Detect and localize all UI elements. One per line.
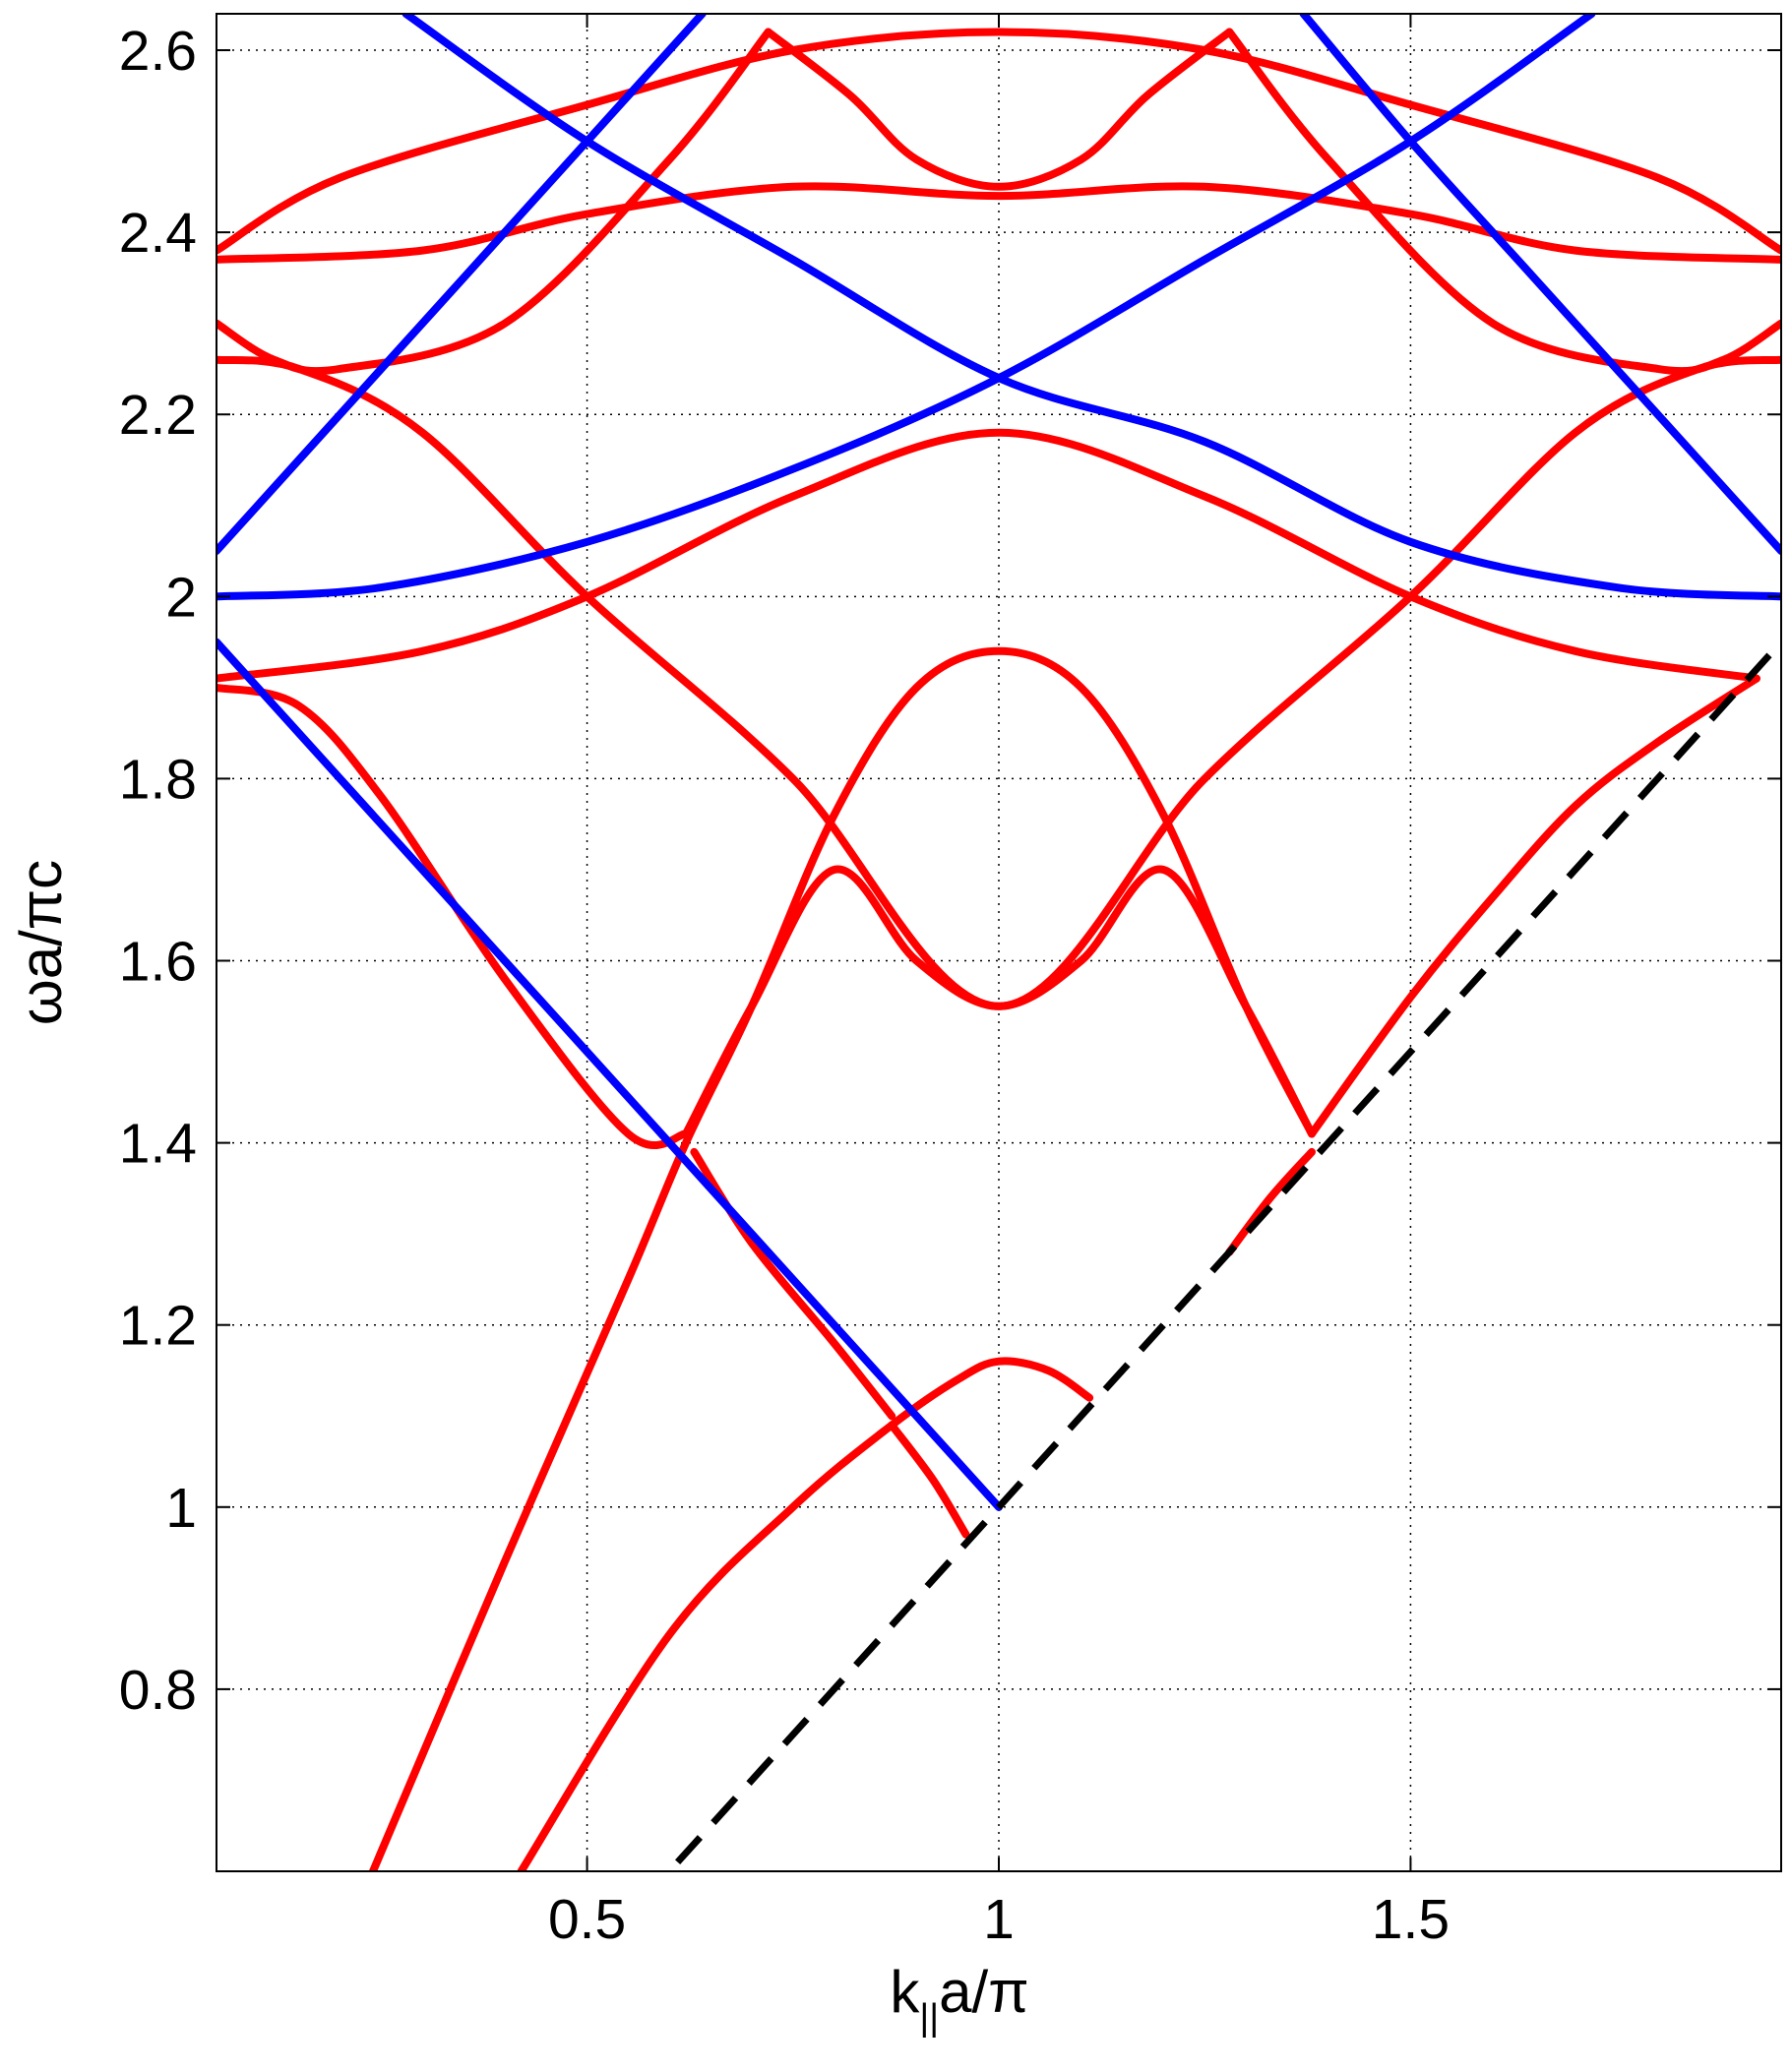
red-band-curve	[216, 28, 772, 376]
red-band-curve	[1225, 1147, 1316, 1256]
x-tick-label: 0.5	[548, 1888, 626, 1951]
red-band-curve	[1308, 674, 1760, 1138]
red-band-curve	[369, 646, 1316, 1871]
blue-band-curve	[216, 14, 707, 555]
red-band-curve	[517, 1357, 1094, 1871]
blue-band-curve	[216, 638, 1003, 1511]
red-band-curve	[216, 428, 1760, 683]
x-tick-label: 1.5	[1372, 1888, 1450, 1951]
y-axis-label: ωa/πc	[8, 860, 74, 1025]
blue-band-curve	[401, 14, 1781, 601]
x-axis-label-main: k	[890, 1959, 920, 2025]
light-line-dashed	[675, 640, 1781, 1865]
red-band-curve	[888, 1421, 970, 1539]
x-axis-label-subscript: ||	[919, 1997, 939, 2039]
y-tick-label: 2.4	[119, 202, 197, 265]
grid-lines	[216, 14, 1781, 1871]
series-layer	[216, 14, 1781, 1871]
red-band-curve	[216, 355, 1781, 1010]
red-band-curve	[1225, 28, 1781, 376]
y-tick-label: 1	[165, 1477, 197, 1540]
plot-area	[216, 14, 1781, 1871]
red-band-curve	[216, 182, 1781, 264]
x-axis-label: k||a/π	[890, 1959, 1028, 2039]
axis-ticks	[216, 14, 1781, 1871]
red-band-curve	[764, 28, 1234, 191]
y-tick-label: 2.6	[119, 20, 197, 83]
blue-band-curve	[216, 14, 1596, 601]
red-band-curve	[216, 28, 1781, 255]
y-tick-label: 0.8	[119, 1659, 197, 1722]
y-tick-label: 2.2	[119, 384, 197, 447]
y-tick-label: 2	[165, 566, 197, 629]
x-tick-label: 1	[983, 1888, 1015, 1951]
blue-band-curve	[1299, 14, 1781, 555]
y-tick-label: 1.4	[119, 1113, 197, 1176]
axis-tick-labels: 0.5 1 1.5 0.8 1 1.2 1.4 1.6 1.8 2 2.2 2.4 2.6	[119, 20, 1450, 1951]
y-tick-label: 1.2	[119, 1295, 197, 1358]
x-axis-label-rest: a/π	[939, 1959, 1028, 2025]
y-tick-label: 1.8	[119, 748, 197, 811]
y-tick-label: 1.6	[119, 931, 197, 994]
